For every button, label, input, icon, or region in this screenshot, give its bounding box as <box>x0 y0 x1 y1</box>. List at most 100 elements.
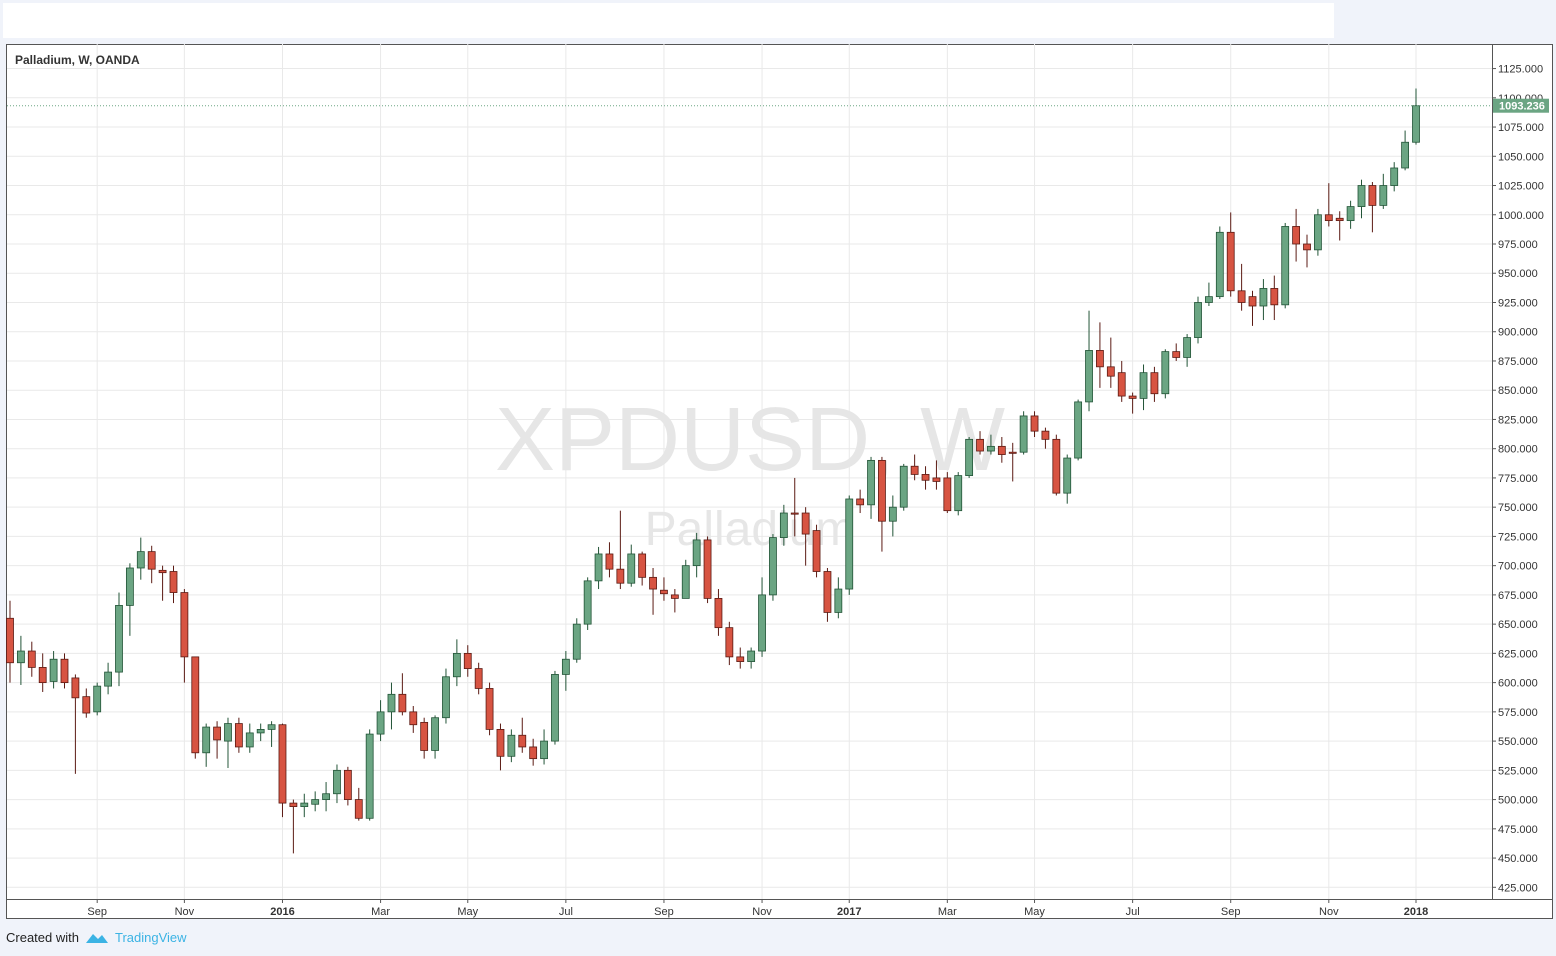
candle-body <box>725 627 734 658</box>
candle-body <box>1172 351 1181 358</box>
y-tick-label: 950.000 <box>1498 268 1538 280</box>
footer: Created with TradingView <box>6 930 187 945</box>
watermark-subtitle: Palladium <box>645 503 856 556</box>
candle-body <box>158 569 167 574</box>
candle-body <box>551 674 559 742</box>
candle-body <box>1346 206 1355 222</box>
candle-body <box>136 551 145 569</box>
y-tick-label: 500.000 <box>1498 795 1538 807</box>
y-tick-label: 1075.000 <box>1498 122 1544 134</box>
candle-body <box>6 617 14 664</box>
x-tick-label: Sep <box>654 906 674 918</box>
candle-body <box>910 465 919 475</box>
candle-body <box>736 656 745 662</box>
candle-body <box>409 711 418 726</box>
candle-body <box>1324 214 1333 222</box>
candle-body <box>16 650 25 664</box>
x-tick-label: Sep <box>1221 906 1241 918</box>
y-tick-label: 975.000 <box>1498 239 1538 251</box>
candle-body <box>976 438 984 452</box>
candle-body <box>812 530 821 572</box>
candle-body <box>1270 288 1279 306</box>
last-price-box <box>1493 98 1549 113</box>
candle-body <box>823 571 832 613</box>
candle-body <box>1117 372 1126 397</box>
y-tick-label: 750.000 <box>1498 502 1538 514</box>
candle-body <box>387 693 396 713</box>
candle-body <box>224 723 232 742</box>
candle-body <box>932 477 941 482</box>
y-tick-label: 1025.000 <box>1498 181 1544 193</box>
candle-body <box>921 474 930 481</box>
x-tick-label: Jul <box>559 906 573 918</box>
candle-body <box>311 799 320 805</box>
x-tick-label: Jul <box>1126 906 1140 918</box>
candle-body <box>888 506 897 522</box>
candle-body <box>769 537 777 596</box>
candle-body <box>267 724 276 730</box>
candle-body <box>779 512 788 538</box>
candle-body <box>627 553 636 584</box>
candle-body <box>343 769 352 800</box>
y-tick-label: 650.000 <box>1498 619 1538 631</box>
candle-body <box>954 475 963 512</box>
candle-body <box>474 668 483 689</box>
x-tick-label: Nov <box>752 906 772 918</box>
candle-body <box>452 652 461 678</box>
y-tick-label: 1050.000 <box>1498 151 1544 163</box>
y-tick-label: 1000.000 <box>1498 210 1544 222</box>
candle-body <box>1412 105 1420 143</box>
x-tick-label: Mar <box>371 906 390 918</box>
candle-body <box>1292 226 1301 245</box>
candle-body <box>1008 451 1017 454</box>
candle-body <box>518 734 527 748</box>
candle-body <box>692 539 701 567</box>
candle-body <box>125 567 134 606</box>
candle-body <box>71 677 80 699</box>
candle-body <box>1259 288 1268 307</box>
candle-body <box>987 445 995 452</box>
candle-body <box>245 732 254 748</box>
candle-body <box>1183 337 1192 358</box>
y-tick-label: 675.000 <box>1498 590 1538 602</box>
candle-body <box>1161 351 1170 395</box>
footer-brand[interactable]: TradingView <box>114 930 187 945</box>
candle-body <box>191 656 200 754</box>
candle-body <box>834 588 843 613</box>
y-tick-label: 825.000 <box>1498 414 1538 426</box>
y-tick-label: 900.000 <box>1498 327 1538 339</box>
candle-body <box>463 652 472 669</box>
y-tick-label: 450.000 <box>1498 853 1538 865</box>
x-tick-label: 2016 <box>270 906 294 918</box>
candle-body <box>856 498 865 506</box>
candle-body <box>507 734 516 757</box>
toolbar <box>3 3 1334 38</box>
candle-body <box>1281 226 1290 306</box>
candle-body <box>845 498 854 590</box>
candle-body <box>1150 372 1159 395</box>
y-tick-label: 925.000 <box>1498 297 1538 309</box>
candle-body <box>234 723 243 748</box>
y-tick-label: 850.000 <box>1498 385 1538 397</box>
candle-body <box>583 580 592 625</box>
candle-body <box>1052 438 1061 494</box>
candle-body <box>1074 401 1083 459</box>
candle-body <box>398 693 407 713</box>
candle-body <box>878 459 886 522</box>
candle-body <box>1303 243 1311 251</box>
candle-body <box>1096 350 1104 368</box>
candle-body <box>867 459 875 506</box>
y-tick-label: 575.000 <box>1498 707 1538 719</box>
candle-body <box>365 733 374 819</box>
y-tick-label: 475.000 <box>1498 824 1538 836</box>
candle-body <box>1205 296 1213 303</box>
y-tick-label: 600.000 <box>1498 678 1538 690</box>
candle-body <box>943 477 952 512</box>
grid <box>7 44 1492 899</box>
candle-body <box>256 729 265 734</box>
candle-body <box>1248 296 1257 307</box>
candle-body <box>801 512 810 535</box>
candle-body <box>638 553 647 578</box>
y-tick-label: 625.000 <box>1498 648 1538 660</box>
